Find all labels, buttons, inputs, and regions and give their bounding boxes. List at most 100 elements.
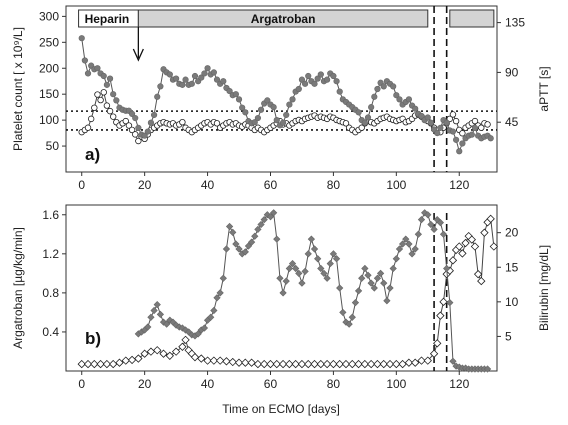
data-point — [166, 71, 173, 78]
data-point — [157, 83, 164, 90]
data-point — [163, 320, 171, 328]
data-point — [229, 228, 237, 236]
data-point — [411, 358, 420, 367]
data-point — [140, 349, 149, 358]
data-point — [376, 269, 385, 277]
data-point — [379, 359, 388, 369]
data-point — [234, 358, 244, 367]
data-point — [341, 359, 351, 369]
data-point — [295, 269, 303, 277]
data-point — [150, 111, 158, 119]
data-point — [417, 356, 426, 365]
data-point — [144, 323, 152, 331]
data-point — [418, 112, 425, 120]
data-point — [291, 359, 300, 369]
data-point — [326, 259, 334, 268]
data-point — [127, 355, 137, 365]
data-point — [336, 88, 343, 95]
data-point — [113, 97, 120, 104]
data-point — [132, 114, 139, 122]
panel-a: Heparin Argatroban 0 20 40 60 80 100 120 50 100 15… — [11, 5, 551, 192]
data-point — [478, 124, 485, 131]
data-point — [203, 356, 212, 365]
data-point — [239, 104, 246, 111]
data-point — [324, 76, 331, 83]
data-point — [103, 81, 110, 88]
data-point — [260, 216, 268, 224]
data-point — [310, 359, 319, 369]
data-point — [171, 347, 181, 356]
data-point — [395, 245, 404, 253]
data-point — [297, 359, 307, 369]
data-point — [226, 87, 233, 95]
data-point — [94, 91, 101, 98]
data-point — [449, 128, 457, 135]
right-tick-label: 45 — [505, 115, 519, 129]
panel-a-frame — [65, 5, 498, 173]
data-point — [458, 249, 467, 258]
left-tick-label: 0.8 — [42, 286, 59, 300]
data-point — [210, 306, 218, 315]
data-point — [264, 97, 271, 104]
data-point — [188, 80, 195, 87]
data-point — [153, 300, 161, 309]
data-point — [459, 130, 466, 137]
data-point — [181, 335, 190, 345]
data-point — [121, 356, 130, 365]
data-point — [322, 359, 332, 369]
data-point — [456, 148, 463, 155]
data-point — [335, 359, 344, 369]
data-point — [358, 124, 365, 131]
data-point — [436, 218, 444, 227]
data-point — [473, 270, 483, 279]
data-point — [100, 72, 107, 80]
panel-b-left-axis-title: Argatroban [µg/kg/min] — [11, 227, 25, 349]
therapy-bars: Heparin Argatroban — [78, 9, 495, 62]
filled-series-line — [138, 211, 488, 370]
data-point — [392, 255, 400, 263]
data-point — [165, 351, 174, 360]
data-point — [453, 136, 460, 143]
data-point — [292, 264, 300, 273]
data-point — [215, 356, 225, 365]
data-point — [207, 313, 215, 321]
data-point — [235, 245, 243, 253]
data-point — [144, 128, 151, 135]
data-point — [282, 277, 290, 285]
x-tick-label: 20 — [138, 178, 152, 192]
data-point — [201, 70, 208, 77]
data-point — [251, 232, 259, 240]
data-point — [468, 131, 475, 138]
data-point — [96, 359, 105, 369]
left-tick-label: 50 — [46, 139, 60, 153]
data-point — [361, 119, 368, 126]
therapy-bar-label: Argatroban — [251, 12, 316, 26]
data-point — [443, 264, 451, 273]
data-point — [135, 137, 142, 145]
data-point — [285, 264, 293, 273]
data-point — [336, 284, 344, 292]
data-point — [433, 339, 442, 348]
data-point — [128, 126, 136, 134]
data-point — [446, 299, 454, 307]
data-point — [102, 359, 112, 369]
data-point — [241, 248, 249, 256]
data-point — [278, 359, 288, 369]
data-point — [368, 104, 375, 111]
data-point — [316, 359, 325, 369]
data-point — [366, 359, 376, 369]
data-point — [393, 92, 400, 99]
data-point — [424, 211, 432, 219]
right-tick-label: 15 — [505, 260, 519, 274]
left-tick-label: 300 — [39, 9, 59, 23]
data-point — [178, 342, 187, 351]
data-point — [380, 279, 388, 287]
data-point — [266, 213, 275, 221]
data-point — [471, 117, 479, 125]
x-tick-label: 0 — [78, 178, 85, 192]
data-point — [141, 132, 148, 139]
data-point — [225, 222, 234, 231]
data-point — [307, 235, 316, 243]
data-point — [430, 225, 438, 234]
data-point — [408, 250, 416, 258]
